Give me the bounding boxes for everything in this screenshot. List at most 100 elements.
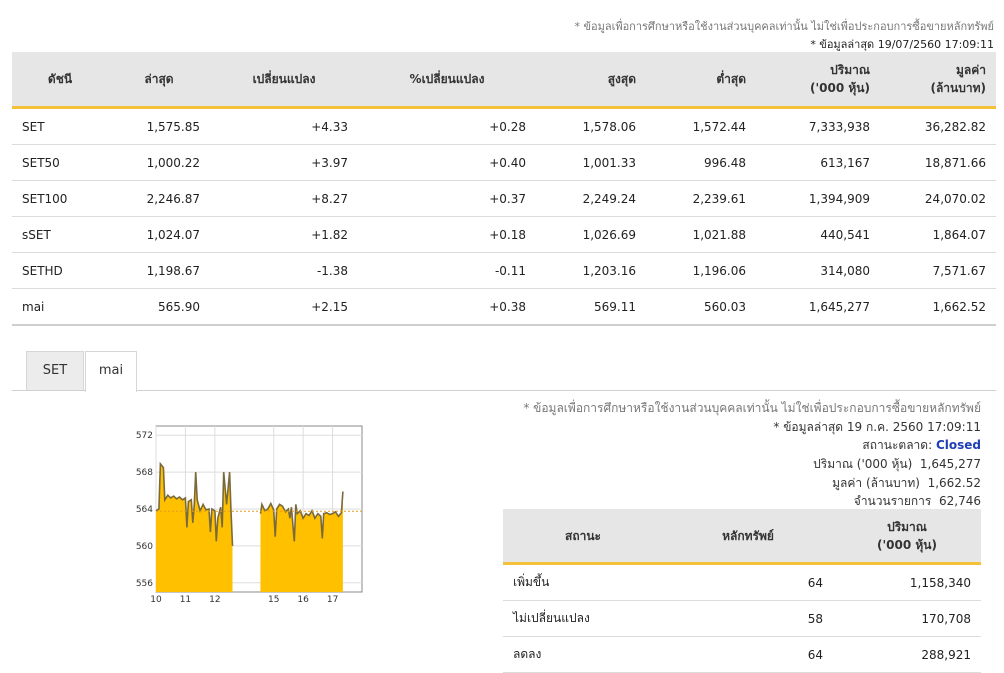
advance-decline-table: สถานะ หลักทรัพย์ ปริมาณ ('000 หุ้น) เพิ่ม… [503, 509, 981, 673]
header-pct-change: %เปลี่ยนแปลง [358, 52, 536, 109]
index-volume: 440,541 [756, 216, 880, 253]
market-trades-label: จำนวนรายการ [853, 494, 932, 508]
header-index: ดัชนี [12, 52, 108, 109]
y-tick-label: 560 [136, 542, 153, 552]
header-change: เปลี่ยนแปลง [210, 52, 358, 109]
index-name: mai [12, 288, 108, 326]
index-high: 1,203.16 [536, 252, 646, 289]
market-value-value: 1,662.52 [927, 476, 981, 490]
market-updated: * ข้อมูลล่าสุด 19 ก.ค. 2560 17:09:11 [773, 420, 981, 434]
index-pct-change: +0.40 [358, 144, 536, 181]
index-last: 1,000.22 [108, 144, 210, 181]
index-name[interactable]: SET50 [12, 144, 108, 181]
index-name: SET [12, 107, 108, 145]
series-line [259, 491, 344, 542]
table-row: mai 565.90 +2.15 +0.38 569.11 560.03 1,645,277… [12, 288, 996, 326]
index-pct-change: +0.18 [358, 216, 536, 253]
y-tick-label: 572 [136, 431, 153, 441]
header-stat-volume: ปริมาณ ('000 หุ้น) [833, 509, 981, 565]
table-row: SET 1,575.85 +4.33 +0.28 1,578.06 1,572.44 7,3… [12, 107, 996, 145]
x-tick-label: 10 [150, 595, 162, 602]
index-change: +3.97 [210, 144, 358, 181]
market-volume-label: ปริมาณ ('000 หุ้น) [813, 457, 913, 471]
index-low: 1,196.06 [646, 252, 756, 289]
x-tick-label: 12 [209, 595, 220, 602]
index-last: 2,246.87 [108, 180, 210, 217]
index-table-header: ดัชนี ล่าสุด เปลี่ยนแปลง %เปลี่ยนแปลง สู… [12, 52, 996, 109]
header-status: สถานะ [503, 509, 663, 565]
index-last: 1,198.67 [108, 252, 210, 289]
index-volume: 613,167 [756, 144, 880, 181]
index-last: 565.90 [108, 288, 210, 326]
market-tabs: SET mai [12, 350, 996, 392]
stat-table-header: สถานะ หลักทรัพย์ ปริมาณ ('000 หุ้น) [503, 509, 981, 565]
index-name[interactable]: SET100 [12, 180, 108, 217]
tab-set[interactable]: SET [26, 351, 84, 390]
index-last: 1,575.85 [108, 107, 210, 145]
header-last: ล่าสุด [108, 52, 210, 109]
header-volume-l1: ปริมาณ [830, 63, 870, 77]
index-low: 1,572.44 [646, 107, 756, 145]
table-row: sSET 1,024.07 +1.82 +0.18 1,026.69 1,021.88 44… [12, 216, 996, 253]
updated-top: * ข้อมูลล่าสุด 19/07/2560 17:09:11 [810, 35, 994, 53]
index-low: 996.48 [646, 144, 756, 181]
index-table: ดัชนี ล่าสุด เปลี่ยนแปลง %เปลี่ยนแปลง สู… [12, 52, 996, 326]
table-row: SET50 1,000.22 +3.97 +0.40 1,001.33 996.48 613… [12, 144, 996, 181]
y-tick-label: 556 [136, 579, 153, 589]
market-trades: จำนวนรายการ 62,746 [854, 492, 981, 511]
stat-volume: 288,921 [833, 636, 981, 673]
index-pct-change: +0.37 [358, 180, 536, 217]
x-tick-label: 15 [268, 595, 279, 602]
table-row: ไม่เปลี่ยนแปลง 58 170,708 [503, 600, 981, 637]
stat-count: 58 [663, 600, 833, 637]
series-line [155, 461, 234, 546]
stat-label: เพิ่มขึ้น [503, 563, 663, 601]
index-volume: 7,333,938 [756, 107, 880, 145]
market-status-label: สถานะตลาด: [862, 438, 933, 452]
index-volume: 1,394,909 [756, 180, 880, 217]
area-series [156, 463, 233, 592]
index-change: -1.38 [210, 252, 358, 289]
x-tick-label: 11 [180, 595, 191, 602]
index-low: 2,239.61 [646, 180, 756, 217]
market-volume: ปริมาณ ('000 หุ้น) 1,645,277 [813, 455, 981, 474]
stat-count: 64 [663, 636, 833, 673]
index-high: 569.11 [536, 288, 646, 326]
updated-top-text: * ข้อมูลล่าสุด 19/07/2560 17:09:11 [810, 38, 994, 51]
area-series [260, 491, 343, 592]
market-volume-value: 1,645,277 [919, 457, 981, 471]
index-value: 24,070.02 [880, 180, 996, 217]
table-row: SET100 2,246.87 +8.27 +0.37 2,249.24 2,239.61… [12, 180, 996, 217]
header-high: สูงสุด [536, 52, 646, 109]
stat-count: 64 [663, 563, 833, 601]
header-securities: หลักทรัพย์ [663, 509, 833, 565]
index-volume: 314,080 [756, 252, 880, 289]
y-tick-label: 564 [136, 505, 153, 515]
x-tick-label: 17 [327, 595, 338, 602]
header-volume-l2: ('000 หุ้น) [810, 81, 870, 95]
index-change: +8.27 [210, 180, 358, 217]
header-value-l1: มูลค่า [955, 63, 986, 77]
index-value: 7,571.67 [880, 252, 996, 289]
index-high: 1,026.69 [536, 216, 646, 253]
market-value: มูลค่า (ล้านบาท) 1,662.52 [832, 474, 981, 493]
disclaimer-mid: * ข้อมูลเพื่อการศึกษาหรือใช้งานส่วนบุคคล… [523, 401, 981, 415]
index-low: 560.03 [646, 288, 756, 326]
index-last: 1,024.07 [108, 216, 210, 253]
stat-label: ไม่เปลี่ยนแปลง [503, 600, 663, 637]
header-value-l2: (ล้านบาท) [930, 81, 986, 95]
index-change: +2.15 [210, 288, 358, 326]
mai-intraday-chart: 572 568 564 560 556 10 11 12 15 16 17 [136, 425, 363, 602]
stat-volume: 1,158,340 [833, 563, 981, 601]
index-high: 1,001.33 [536, 144, 646, 181]
x-tick-label: 16 [297, 595, 309, 602]
market-value-label: มูลค่า (ล้านบาท) [832, 476, 920, 490]
market-status: สถานะตลาด: Closed [862, 436, 981, 455]
table-row: SETHD 1,198.67 -1.38 -0.11 1,203.16 1,196.06 3… [12, 252, 996, 289]
index-name[interactable]: sSET [12, 216, 108, 253]
index-value: 18,871.66 [880, 144, 996, 181]
index-name[interactable]: SETHD [12, 252, 108, 289]
disclaimer-top: * ข้อมูลเพื่อการศึกษาหรือใช้งานส่วนบุคคล… [574, 20, 994, 33]
stat-label: ลดลง [503, 636, 663, 673]
tab-mai[interactable]: mai [85, 351, 137, 392]
